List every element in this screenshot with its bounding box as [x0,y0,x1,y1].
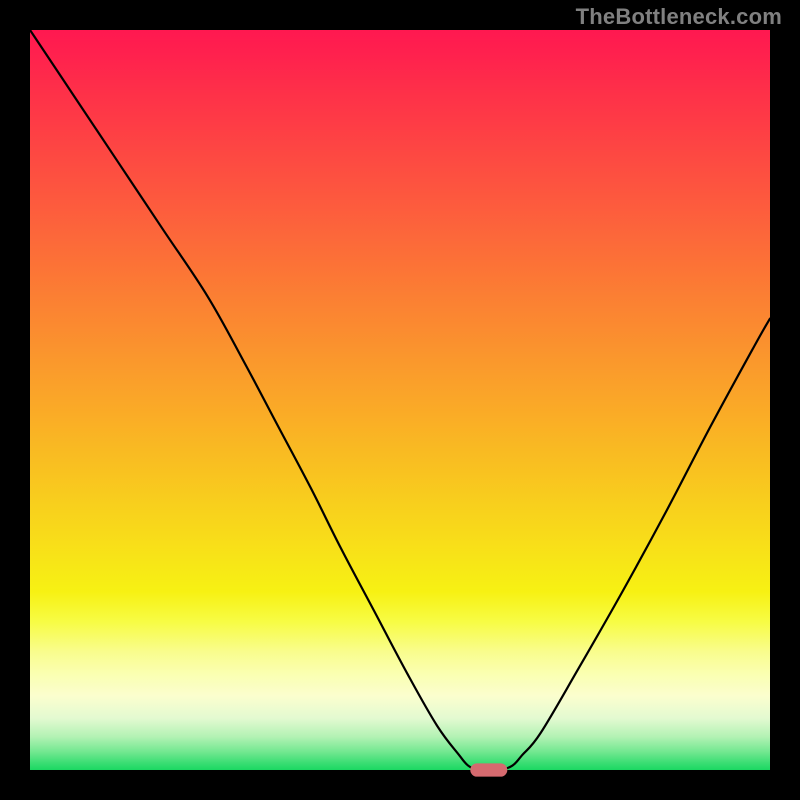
optimal-marker [470,763,507,776]
bottleneck-chart [0,0,800,800]
chart-frame: TheBottleneck.com [0,0,800,800]
watermark-text: TheBottleneck.com [576,4,782,30]
